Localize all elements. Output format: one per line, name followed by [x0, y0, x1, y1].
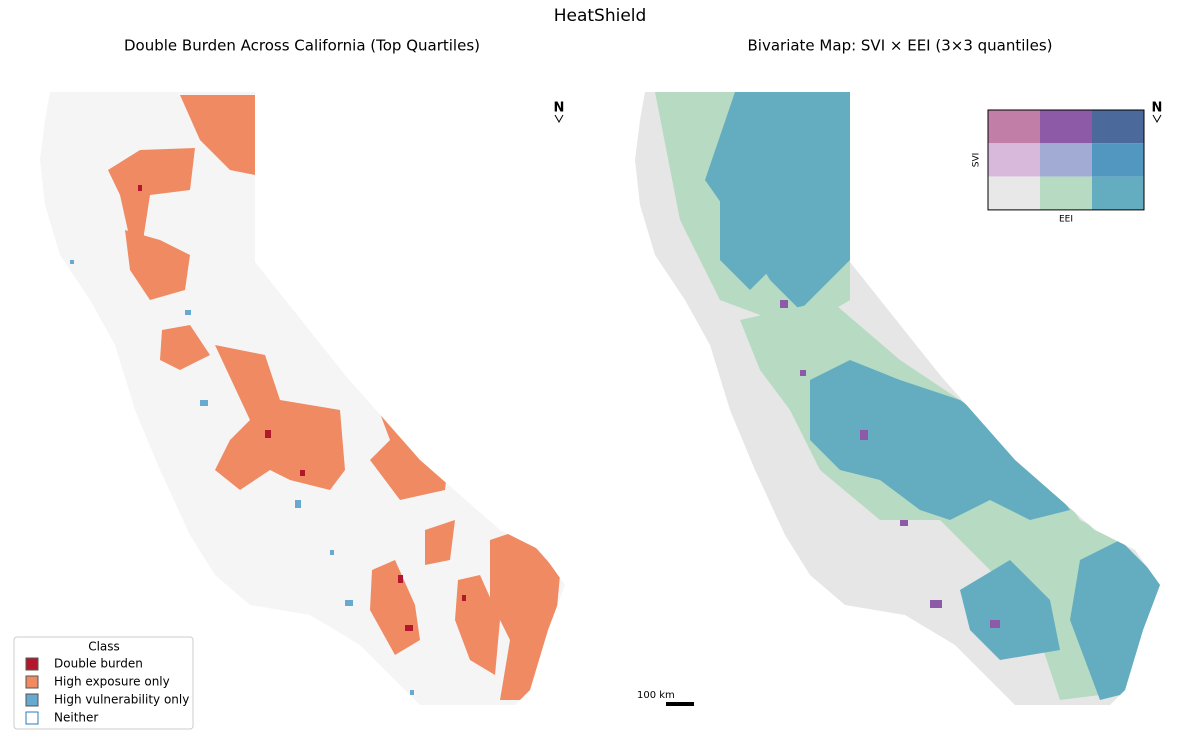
- bivariate-cell: [988, 143, 1040, 177]
- bivariate-regions: [655, 92, 1160, 700]
- spot: [900, 520, 908, 526]
- panel-title: Double Burden Across California (Top Qua…: [124, 37, 480, 55]
- spot: [780, 300, 788, 308]
- north-arrow: N: [554, 101, 565, 116]
- legend-swatch: [25, 693, 39, 707]
- legend-label: Neither: [54, 711, 98, 725]
- spot: [410, 690, 414, 695]
- spot: [860, 430, 868, 440]
- region: [810, 360, 1070, 520]
- spot: [462, 595, 466, 601]
- spot: [300, 470, 305, 476]
- scale-bar-label: 100 km: [637, 690, 675, 701]
- bivariate-cell: [1092, 110, 1144, 144]
- right-map: N SVI EEI 100 km: [635, 92, 1163, 706]
- legend-swatch: [25, 675, 39, 689]
- high-svi-spots: [780, 300, 1000, 628]
- spot: [200, 400, 208, 406]
- region: [370, 560, 420, 655]
- legend-box: [13, 636, 194, 730]
- spot: [930, 600, 942, 608]
- spot: [405, 625, 413, 631]
- legend-label: High exposure only: [54, 675, 170, 689]
- region: [960, 560, 1060, 660]
- bivariate-cell: [1040, 143, 1092, 177]
- spot: [138, 185, 142, 191]
- region: [125, 230, 190, 300]
- spot: [265, 430, 271, 438]
- bivariate-cell: [1040, 176, 1092, 210]
- north-arrow: N: [1152, 101, 1163, 116]
- bivariate-cell: [988, 176, 1040, 210]
- spot: [185, 310, 191, 315]
- bivariate-cell: [1092, 143, 1144, 177]
- bivariate-frame: [987, 109, 1145, 211]
- bivariate-cell: [1092, 176, 1144, 210]
- region: [160, 325, 210, 370]
- region: [425, 520, 455, 565]
- spot: [330, 550, 334, 555]
- legend-y-label: SVI: [972, 153, 982, 168]
- spot: [345, 600, 353, 606]
- spot: [800, 370, 806, 376]
- region: [720, 200, 780, 290]
- spot: [295, 500, 301, 508]
- figure-title: HeatShield: [554, 6, 647, 26]
- panel-title: Bivariate Map: SVI × EEI (3×3 quantiles): [748, 37, 1053, 55]
- legend-swatch: [25, 657, 39, 671]
- spot: [398, 575, 403, 583]
- bivariate-cell: [988, 110, 1040, 144]
- bivariate-cell: [1040, 110, 1092, 144]
- region: [705, 92, 850, 310]
- region: [215, 345, 345, 490]
- legend-swatch: [25, 711, 39, 725]
- legend: Class Double burden High exposure only Hig…: [13, 636, 194, 730]
- double-burden-spots: [138, 185, 466, 631]
- region: [455, 575, 500, 675]
- north-arrow-mark: [1152, 114, 1162, 124]
- bivariate-legend: SVI EEI: [972, 109, 1145, 225]
- legend-label: Double burden: [54, 657, 143, 671]
- legend-label: High vulnerability only: [54, 693, 189, 707]
- region: [180, 95, 255, 175]
- legend-title: Class: [88, 640, 120, 654]
- left-map: N: [40, 92, 565, 705]
- legend-x-label: EEI: [1059, 215, 1073, 225]
- scale-bar: [666, 702, 694, 706]
- north-arrow-mark: [554, 114, 564, 124]
- spot: [70, 260, 74, 264]
- spot: [990, 620, 1000, 628]
- vulnerability-spots: [70, 260, 414, 695]
